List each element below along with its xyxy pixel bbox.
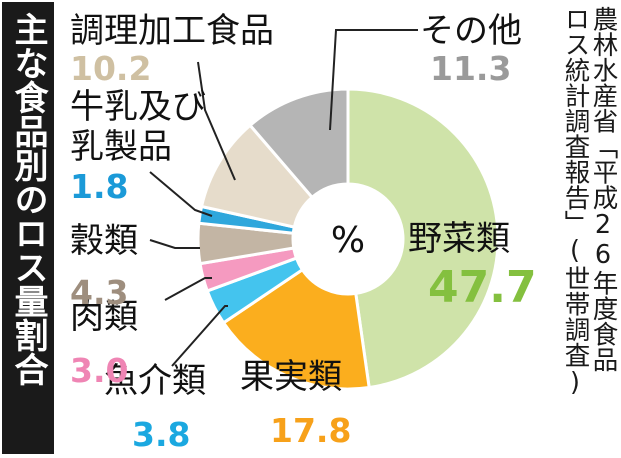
source-line-1: 農林水産省「平成26年度食品: [588, 6, 618, 372]
source-note: 農林水産省「平成26年度食品 ロス統計調査報告」(世帯調査): [560, 6, 618, 456]
slice-name-label-processed-food: 調理加工食品: [70, 11, 274, 51]
slice-name-label-vegetables: 野菜類: [408, 219, 510, 259]
slice-value-label-other: 11.3: [430, 49, 511, 88]
slice-vegetables: [346, 87, 500, 390]
slice-name-label-meat: 肉類: [70, 297, 138, 337]
leader-line-other: [329, 29, 418, 131]
slice-name-label-grains: 穀類: [70, 221, 138, 261]
slice-value-label-meat: 3.0: [70, 351, 128, 390]
slice-name-label-fruits: 果実類: [240, 357, 342, 397]
slice-value-label-seafood: 3.8: [132, 415, 190, 454]
leader-line-grains: [149, 239, 200, 249]
slice-other: [248, 87, 350, 200]
slice-value-label-vegetables: 47.7: [428, 262, 537, 313]
leader-line-seafood: [171, 305, 228, 367]
slice-value-label-grains: 4.3: [70, 273, 128, 312]
title-bar: 主な食品別のロス量割合: [2, 2, 54, 454]
chart-title: 主な食品別のロス量割合: [8, 12, 48, 386]
slice-value-label-dairy: 1.8: [70, 167, 128, 206]
slice-name-label-dairy: 牛乳及び乳製品: [70, 87, 206, 167]
slice-value-label-processed-food: 10.2: [70, 49, 151, 88]
center-percent-label: %: [331, 220, 365, 261]
leader-line-processed-food: [197, 61, 236, 181]
leader-line-meat: [164, 277, 212, 301]
leader-line-dairy: [149, 171, 213, 217]
source-line-2: ロス統計調査報告」(世帯調査): [560, 6, 590, 398]
slice-name-label-seafood: 魚介類: [104, 361, 206, 401]
slice-value-label-fruits: 17.8: [270, 411, 351, 450]
slice-name-label-other: その他: [420, 11, 522, 51]
